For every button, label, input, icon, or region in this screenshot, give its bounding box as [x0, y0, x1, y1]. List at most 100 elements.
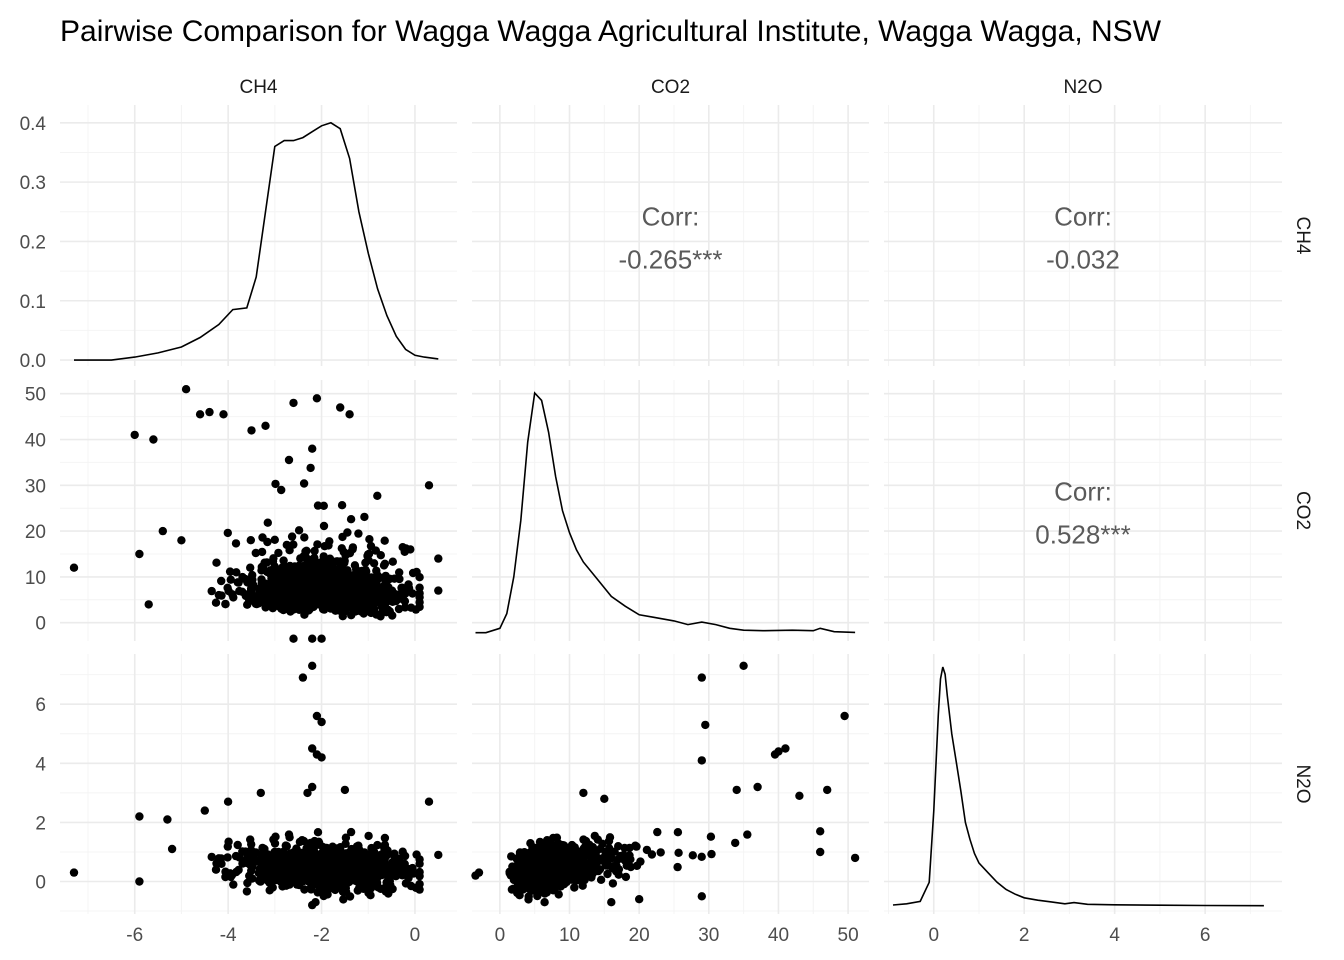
- scatter-point: [304, 561, 313, 570]
- scatter-point: [354, 529, 363, 538]
- scatter-point: [541, 887, 550, 896]
- scatter-point: [257, 547, 267, 557]
- scatter-point: [601, 848, 611, 857]
- scatter-point: [351, 585, 360, 594]
- scatter-point: [260, 558, 269, 567]
- scatter-point: [229, 593, 238, 602]
- scatter-point: [697, 673, 706, 682]
- scatter-points: [69, 661, 443, 910]
- x-tick-label-ch4: -6: [126, 925, 143, 946]
- scatter-point: [291, 853, 300, 862]
- scatter-point: [365, 535, 374, 544]
- scatter-point: [371, 862, 380, 872]
- scatter-point: [346, 515, 356, 524]
- y-tick-label-density: 0.2: [20, 232, 46, 253]
- scatter-point: [346, 827, 356, 837]
- scatter-point: [608, 879, 618, 888]
- scatter-point: [739, 661, 748, 670]
- panel-co2-n2o: Corr: 0.528***: [884, 380, 1282, 641]
- scatter-point: [706, 832, 716, 841]
- scatter-point: [207, 586, 216, 596]
- y-tick-label-co2: 0: [35, 614, 46, 635]
- scatter-point: [261, 603, 270, 612]
- panel-co2-co2: [472, 380, 869, 641]
- scatter-point: [317, 634, 326, 643]
- scatter-point: [339, 895, 348, 904]
- scatter-point: [534, 870, 544, 879]
- scatter-point: [549, 852, 558, 862]
- scatter-point: [345, 583, 354, 592]
- scatter-point: [415, 867, 424, 877]
- scatter-point: [343, 528, 352, 537]
- scatter-point: [380, 833, 390, 843]
- scatter-point: [249, 597, 259, 606]
- scatter-point: [850, 853, 860, 863]
- scatter-point: [625, 851, 634, 860]
- scatter-point: [322, 555, 331, 564]
- scatter-point: [328, 562, 337, 571]
- scatter-point: [315, 857, 325, 866]
- scatter-point: [277, 485, 286, 495]
- scatter-point: [287, 532, 297, 541]
- scatter-point: [308, 634, 317, 643]
- scatter-point: [223, 853, 232, 862]
- scatter-point: [274, 548, 283, 558]
- scatter-point: [232, 867, 241, 877]
- scatter-point: [352, 570, 362, 579]
- scatter-point: [308, 900, 317, 910]
- scatter-point: [270, 839, 280, 848]
- scatter-point: [149, 435, 158, 444]
- strip-col-co2: CO2: [651, 77, 690, 98]
- scatter-point: [350, 561, 360, 570]
- scatter-point: [247, 862, 256, 871]
- scatter-point: [167, 844, 177, 854]
- scatter-point: [656, 848, 665, 857]
- panel-n2o-co2: [471, 654, 869, 914]
- scatter-point: [404, 584, 414, 593]
- panel-grid: [60, 380, 457, 641]
- density-line-ch4: [74, 121, 439, 361]
- scatter-point: [571, 852, 581, 861]
- scatter-point: [323, 890, 332, 899]
- scatter-point: [243, 850, 252, 860]
- scatter-point: [607, 854, 616, 863]
- scatter-point: [163, 815, 172, 824]
- scatter-point: [523, 850, 532, 860]
- scatter-point: [341, 833, 351, 842]
- scatter-point: [336, 557, 345, 566]
- scatter-point: [212, 558, 221, 567]
- panel-n2o-ch4: [60, 654, 457, 914]
- scatter-point: [380, 843, 389, 853]
- scatter-point: [326, 875, 336, 884]
- scatter-point: [382, 878, 391, 887]
- scatter-point: [313, 501, 323, 510]
- x-tick-label-ch4: -2: [313, 925, 330, 946]
- scatter-point: [361, 850, 370, 859]
- scatter-point: [247, 575, 256, 585]
- scatter-point: [200, 806, 209, 815]
- y-tick-label-density: 0.1: [20, 292, 46, 313]
- scatter-point: [369, 577, 378, 586]
- scatter-point: [294, 526, 304, 535]
- scatter-point: [221, 600, 230, 609]
- scatter-point: [415, 598, 424, 607]
- scatter-point: [285, 833, 294, 842]
- y-tick-label-co2: 50: [25, 385, 46, 406]
- scatter-point: [299, 836, 309, 846]
- scatter-point: [337, 501, 347, 510]
- scatter-points: [471, 661, 860, 907]
- panel-grid: [884, 105, 1282, 366]
- scatter-point: [315, 587, 324, 597]
- scatter-point: [697, 756, 706, 765]
- panel-ch4-ch4: [60, 105, 457, 366]
- scatter-point: [324, 541, 333, 550]
- scatter-point: [302, 587, 311, 596]
- scatter-point: [612, 861, 621, 870]
- scatter-point: [211, 865, 221, 874]
- panel-grid: [884, 380, 1282, 641]
- scatter-point: [345, 549, 355, 558]
- x-tick-label-co2: 0: [495, 925, 506, 946]
- x-tick-label-ch4: 0: [410, 925, 421, 946]
- scatter-point: [281, 841, 290, 850]
